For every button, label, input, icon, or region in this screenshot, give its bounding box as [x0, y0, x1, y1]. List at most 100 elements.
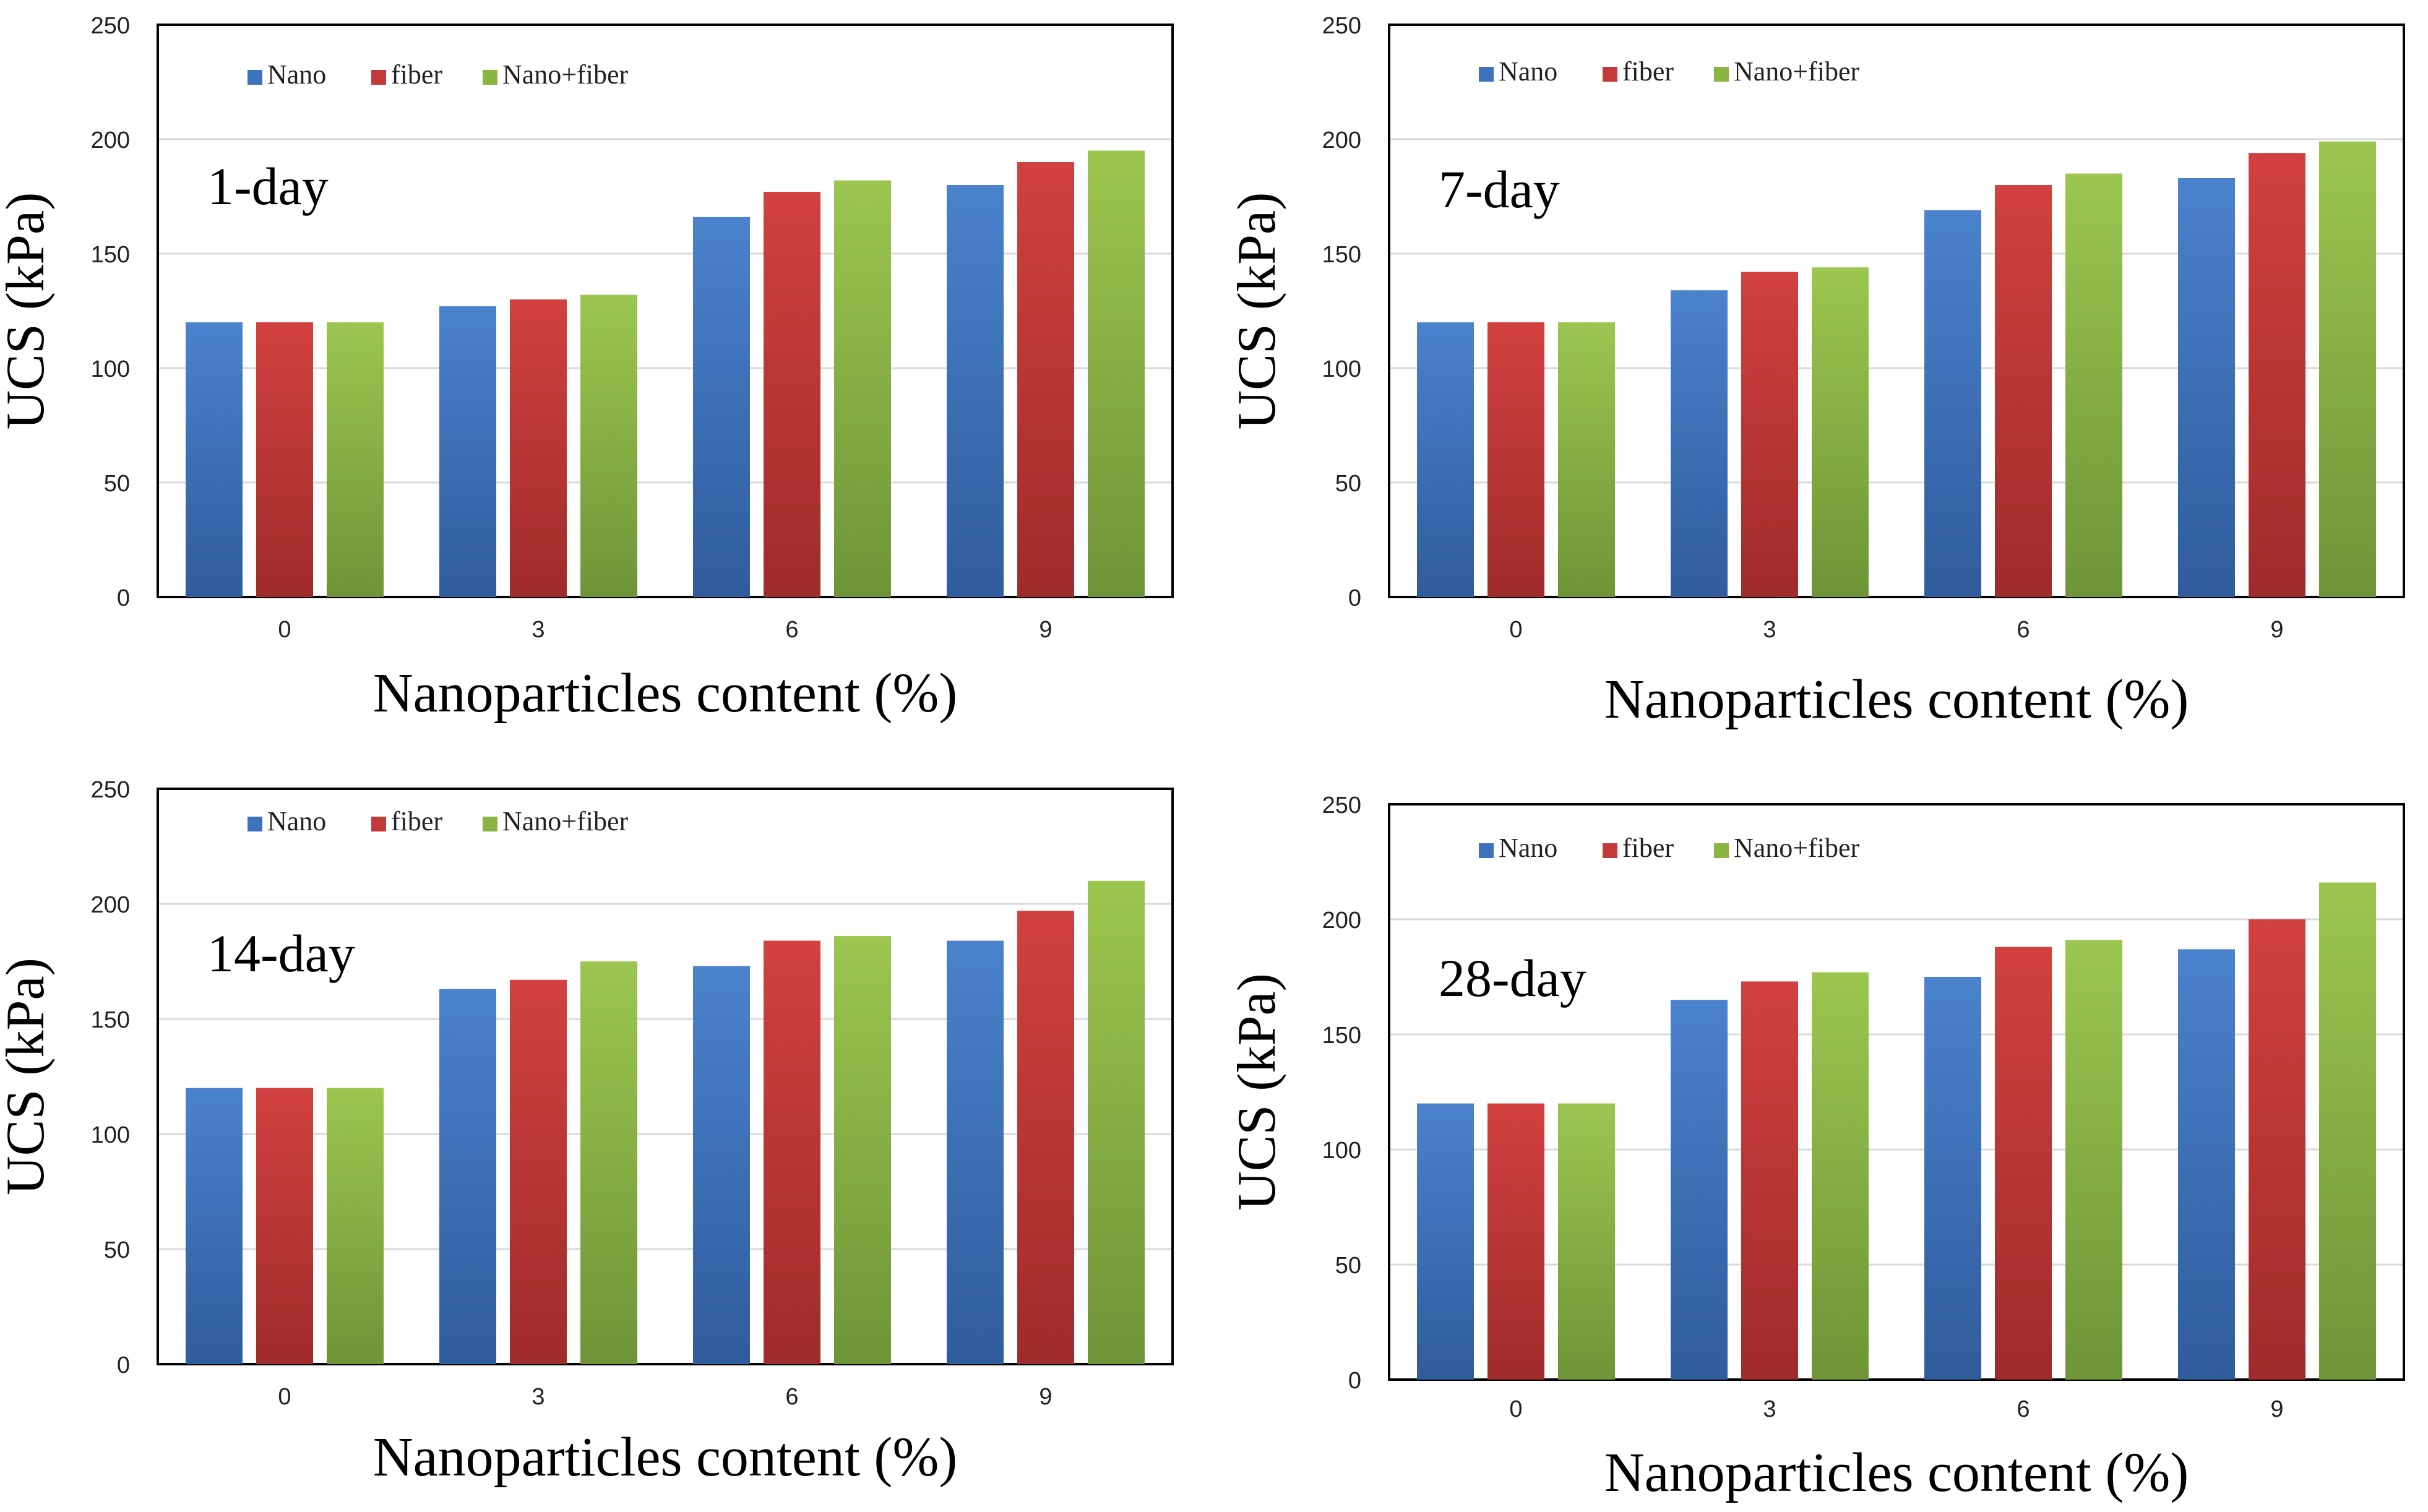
- chart-panel-1-day: 0 50 100 150 200 250 0 3 6 9 Nano fiber Nano+fiber 1-…: [0, 13, 1174, 724]
- x-tick-label: 9: [1039, 1384, 1052, 1410]
- x-axis-title: Nanoparticles content (%): [1604, 1442, 2189, 1503]
- x-tick-label: 3: [532, 617, 545, 643]
- legend-swatch: [1603, 843, 1617, 858]
- legend-swatch: [371, 70, 386, 85]
- bar-nano-3: [439, 306, 496, 597]
- bar-fiber-9: [1017, 911, 1074, 1364]
- x-axis-title: Nanoparticles content (%): [373, 663, 958, 724]
- x-tick-label: 0: [278, 1384, 291, 1410]
- x-axis-title: Nanoparticles content (%): [373, 1427, 958, 1488]
- bar-fiber-0: [1487, 322, 1544, 597]
- bar-nano-plus-fiber-6: [2065, 940, 2122, 1380]
- y-tick-label: 250: [91, 777, 130, 803]
- y-tick-label: 0: [1348, 585, 1361, 611]
- bar-fiber-3: [510, 299, 567, 597]
- bar-nano-plus-fiber-0: [1558, 322, 1615, 597]
- x-tick-label: 9: [2270, 1396, 2283, 1422]
- legend-label: Nano+fiber: [502, 59, 629, 90]
- bar-fiber-9: [2249, 153, 2305, 597]
- y-axis-title: UCS (kPa): [1227, 192, 1287, 430]
- bar-nano-0: [186, 322, 243, 597]
- bar-nano-plus-fiber-3: [1812, 972, 1869, 1380]
- y-tick-label: 50: [104, 471, 130, 497]
- bar-fiber-6: [764, 940, 820, 1364]
- y-axis-title: UCS (kPa): [0, 958, 56, 1195]
- plot-frame: [157, 788, 1174, 1365]
- bar-nano-3: [1671, 1000, 1728, 1380]
- bar-nano-9: [947, 940, 1004, 1364]
- legend-swatch: [1479, 843, 1494, 858]
- plot-frame: [1388, 24, 2405, 598]
- bar-fiber-9: [1017, 162, 1074, 597]
- legend-swatch: [1479, 67, 1494, 82]
- legend-swatch: [1714, 843, 1729, 858]
- bar-fiber-3: [510, 979, 567, 1364]
- bar-fiber-6: [1995, 185, 2052, 597]
- bar-fiber-0: [1487, 1103, 1544, 1380]
- legend-label: Nano: [1499, 833, 1557, 863]
- y-tick-label: 150: [1322, 242, 1361, 268]
- panel-annotation: 1-day: [207, 157, 329, 216]
- panel-annotation: 7-day: [1439, 160, 1560, 219]
- y-tick-label: 0: [117, 585, 130, 611]
- bar-nano-plus-fiber-9: [1088, 880, 1145, 1364]
- y-tick-label: 50: [104, 1237, 130, 1263]
- bar-nano-plus-fiber-0: [327, 1088, 384, 1364]
- y-tick-label: 200: [91, 892, 130, 918]
- bar-nano-3: [1671, 290, 1728, 597]
- legend-label: Nano+fiber: [502, 806, 629, 836]
- legend-label: fiber: [391, 59, 442, 90]
- y-tick-label: 0: [117, 1352, 130, 1378]
- x-tick-label: 6: [785, 617, 798, 643]
- bar-nano-plus-fiber-0: [1558, 1103, 1615, 1380]
- bar-fiber-3: [1741, 981, 1798, 1380]
- bar-nano-plus-fiber-3: [580, 294, 637, 597]
- bar-nano-0: [1417, 1103, 1474, 1380]
- y-tick-label: 150: [91, 242, 130, 268]
- legend-label: fiber: [1622, 56, 1674, 87]
- y-tick-label: 250: [1322, 13, 1361, 39]
- bar-nano-3: [439, 989, 496, 1364]
- plot-frame: [157, 24, 1174, 598]
- bar-fiber-6: [1995, 947, 2052, 1380]
- legend-label: Nano: [267, 806, 326, 836]
- y-tick-label: 150: [1322, 1023, 1361, 1049]
- legend-swatch: [371, 817, 386, 831]
- bar-nano-plus-fiber-3: [580, 961, 637, 1364]
- legend-label: Nano+fiber: [1734, 833, 1860, 863]
- legend-label: Nano: [267, 59, 326, 90]
- x-tick-label: 6: [2017, 1396, 2030, 1422]
- bar-nano-9: [947, 185, 1004, 597]
- bar-nano-6: [693, 217, 750, 597]
- bar-nano-9: [2178, 178, 2235, 597]
- bar-nano-0: [186, 1088, 243, 1364]
- bar-nano-plus-fiber-6: [834, 180, 891, 598]
- bar-nano-0: [1417, 322, 1474, 597]
- y-tick-label: 200: [1322, 908, 1361, 934]
- legend-label: fiber: [1622, 833, 1674, 863]
- bar-nano-plus-fiber-9: [2319, 141, 2376, 597]
- legend-label: Nano+fiber: [1734, 56, 1860, 87]
- legend-swatch: [248, 817, 262, 831]
- bar-nano-plus-fiber-3: [1812, 267, 1869, 597]
- panel-annotation: 28-day: [1439, 948, 1586, 1008]
- y-tick-label: 50: [1335, 471, 1361, 497]
- bar-fiber-0: [256, 1088, 313, 1364]
- x-tick-label: 6: [2017, 617, 2030, 643]
- bar-nano-6: [1924, 210, 1981, 597]
- legend-label: fiber: [391, 806, 442, 836]
- legend-label: Nano: [1499, 56, 1557, 87]
- bar-fiber-0: [256, 322, 313, 597]
- plot-frame: [1388, 803, 2405, 1381]
- x-tick-label: 3: [532, 1384, 545, 1410]
- x-tick-label: 3: [1763, 1396, 1776, 1422]
- y-tick-label: 150: [91, 1007, 130, 1033]
- bar-fiber-9: [2249, 919, 2305, 1380]
- y-tick-label: 200: [1322, 127, 1361, 153]
- x-tick-label: 0: [1509, 617, 1522, 643]
- bar-nano-plus-fiber-6: [2065, 173, 2122, 597]
- y-tick-label: 100: [1322, 356, 1361, 382]
- chart-panel-7-day: 0 50 100 150 200 250 0 3 6 9 Nano fiber Nano+fiber 7-…: [1227, 13, 2405, 730]
- y-axis-title: UCS (kPa): [0, 192, 56, 430]
